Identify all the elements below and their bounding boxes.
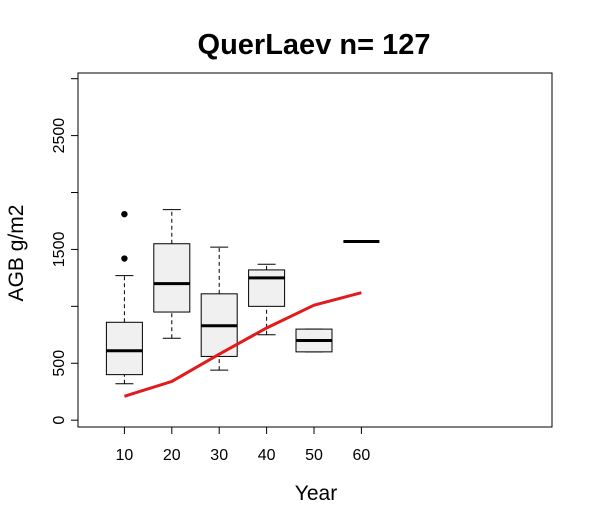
y-axis-label: AGB g/m2 (5, 205, 28, 302)
x-tick-label: 10 (116, 447, 134, 464)
plot-frame (77, 72, 553, 428)
box-50 (295, 328, 333, 353)
box-30 (200, 246, 238, 371)
trend-line-group (123, 291, 362, 398)
y-axis: 0 500 1500 2500 (51, 78, 78, 425)
y-tick-label: 1500 (51, 232, 68, 268)
outlier-point (121, 255, 128, 262)
outlier-point (121, 210, 128, 218)
trend-line (123, 291, 362, 398)
x-axis-label: Year (295, 482, 337, 505)
y-tick-label: 0 (51, 416, 68, 425)
box-20 (153, 209, 191, 339)
box-iqr (248, 269, 286, 307)
y-tick-label: 2500 (51, 118, 68, 154)
box-iqr (105, 321, 143, 376)
x-tick-label: 30 (210, 447, 228, 464)
x-tick-label: 20 (163, 447, 181, 464)
box-40 (248, 263, 286, 336)
x-tick-label: 50 (305, 447, 323, 464)
chart-title: QuerLaev n= 127 (198, 29, 431, 61)
x-axis: 10 20 30 40 50 60 (116, 427, 371, 464)
box-iqr (153, 243, 191, 313)
x-tick-label: 40 (258, 447, 276, 464)
y-tick-label: 500 (51, 350, 68, 377)
boxes-group (105, 209, 380, 385)
x-tick-label: 60 (353, 447, 371, 464)
box-10 (105, 210, 143, 385)
